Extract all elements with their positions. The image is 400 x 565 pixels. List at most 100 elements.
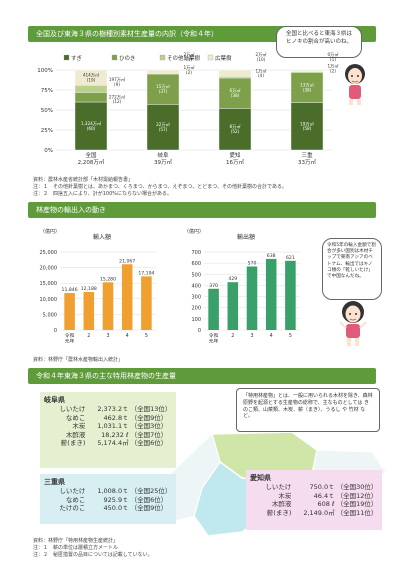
aichi-row: しいたけ 750.0ｔ （全国30位） (265, 483, 378, 491)
section2-note: 資料：林野庁「農林水産物輸出入統計」 (33, 357, 124, 363)
note-source-3: 資料：林野庁「特用林産物生産統計」 (33, 538, 119, 544)
category-label: 2 (87, 333, 90, 339)
gifu-row: 薪(まき) 5,174.4㎥ （全国6位） (60, 439, 168, 447)
data-label: 621 (286, 255, 295, 261)
data-label: 197万㎥ (9) (109, 76, 125, 87)
category-label: 岐阜 (157, 151, 169, 159)
character-girl-2 (339, 301, 367, 346)
y-tick-label: 5,000 (43, 312, 57, 318)
unit-label: （億円） (184, 228, 204, 235)
bar-segment (290, 102, 324, 151)
y-tick-label: 10,000 (40, 297, 58, 303)
legend-swatch (159, 54, 166, 61)
bar (227, 282, 239, 330)
y-tick-label: 75% (41, 88, 53, 94)
bar-segment (290, 69, 324, 72)
note-1-2: 注：２ 四捨五入により、計が100%にならない場合がある。 (33, 191, 172, 197)
bar (83, 291, 95, 330)
bar-segment (74, 101, 108, 151)
data-label: 6万㎥ (38) (229, 87, 240, 98)
category-total: 16万㎥ (226, 158, 244, 166)
mie-production-box: 三重県 しいたけ 1,008.0ｔ （全国25位） なめこ 925.9ｔ （全国6位） … (40, 474, 176, 524)
bar (64, 293, 75, 330)
bar-segment (218, 69, 252, 77)
y-tick-label: 25% (41, 128, 53, 134)
bar-segment (218, 108, 252, 151)
legend-label: その他針葉樹 (167, 54, 201, 62)
category-label: 令和元年 (65, 332, 75, 345)
mie-row: しいたけ 1,008.0ｔ （全国25位） (59, 487, 172, 495)
bar-segment (74, 92, 108, 103)
bar-segment (74, 69, 108, 86)
data-label: 1万㎥ (4) (255, 67, 266, 78)
category-label: 5 (289, 333, 292, 339)
legend-swatch (63, 54, 70, 61)
section1-notes: 資料：農林水産省統計部「木材需給報告書」 注：１ その他針葉樹とは、あかまつ、く… (33, 177, 287, 198)
y-tick-label: 500 (191, 272, 201, 278)
data-label: 13万㎥ (38) (300, 82, 314, 93)
data-label: 0万㎥ (1) (327, 52, 338, 62)
section2-speech-bubble: 令和5年の輸入金額で割合が多い国別は木材チップで東南アジアのベトナム、輸出ではキ… (322, 238, 382, 300)
gifu-row: なめこ 462.8ｔ （全国9位） (65, 413, 168, 422)
bar-segment (74, 85, 108, 93)
data-label: 638 (267, 253, 276, 259)
category-total: 39万㎥ (154, 158, 172, 166)
legend-label: 広葉樹 (215, 54, 232, 62)
bar (102, 282, 114, 330)
y-tick-label: 20,000 (40, 266, 58, 272)
bar-segment (146, 69, 180, 74)
data-label: 429 (228, 276, 237, 282)
data-label: 8万㎥ (52) (229, 123, 240, 134)
y-tick-label: 25,000 (40, 250, 58, 256)
bar (265, 258, 277, 330)
bar (121, 264, 133, 330)
character-girl-1 (345, 64, 365, 105)
species-share-chart: すぎ ひのき その他針葉樹 広葉樹 0% 25% 50% 75% 100% 1,324万㎥ (60)… (37, 52, 338, 166)
data-label: 15万㎥ (37) (156, 83, 170, 94)
note-1-1: 注：１ その他針葉樹とは、あかまつ、くろまつ、からまつ、えぞまつ、とどまつ、その… (33, 184, 287, 190)
data-label: 370 (209, 283, 218, 289)
category-label: 3 (106, 333, 109, 339)
data-label: 2万㎥ (4) (183, 52, 194, 62)
category-label: 令和元年 (209, 332, 219, 345)
bar-segment (290, 72, 324, 103)
data-label: 414万㎥ (19) (83, 72, 99, 83)
y-tick-label: 400 (191, 283, 201, 289)
aichi-row: 木酢液 608 ℓ （全国19位） (271, 500, 378, 508)
mie-name: 三重県 (44, 478, 65, 486)
data-label: 11,846 (62, 287, 78, 293)
note-3-1: 注：１ 薪の単位は層積立方メートル (33, 545, 119, 551)
gifu-row: 木酢液 18,232 ℓ （全国7位） (65, 430, 168, 439)
gifu-production-box: 岐阜県 しいたけ 2,373.2ｔ （全国13位） なめこ 462.8ｔ （全国9位） … (40, 392, 176, 468)
chart-title: 輸出額 (237, 233, 255, 241)
bar (208, 288, 219, 330)
category-label: 2 (231, 333, 234, 339)
data-label: 19万㎥ (58) (300, 120, 314, 131)
legend-label: すぎ (71, 54, 83, 62)
legend-label: ひのき (119, 55, 135, 62)
section3-notes: 資料：林野庁「特用林産物生産統計」 注：１ 薪の単位は層積立方メートル 注：２ … (33, 538, 153, 559)
bar (141, 276, 152, 330)
data-label: 570 (248, 260, 257, 266)
data-label: 17,194 (138, 270, 154, 276)
mie-row: たけのこ 450.0ｔ （全国9位） (59, 504, 168, 512)
y-tick-label: 50% (41, 108, 53, 114)
mie-row: なめこ 925.9ｔ （全国6位） (65, 495, 168, 504)
gifu-name: 岐阜県 (44, 396, 65, 404)
data-label: 21,067 (119, 258, 135, 264)
y-tick-label: 300 (191, 295, 201, 301)
category-label: 愛知 (229, 151, 240, 159)
legend-swatch (111, 54, 118, 61)
y-tick-label: 600 (191, 261, 201, 267)
data-label: 2万㎥ (10) (255, 52, 266, 62)
legend-swatch (207, 54, 214, 61)
import-value-chart: （億円） 輸入額 0 5,000 10,000 15,000 20,000 25,000 11,… (40, 228, 156, 345)
data-label: 15,280 (100, 276, 116, 282)
bar-segment (146, 104, 180, 151)
data-label: 22万㎥ (57) (156, 121, 170, 132)
category-total: 2,208万㎥ (78, 158, 105, 166)
aichi-production-box: 愛知県 しいたけ 750.0ｔ （全国30位） 木炭 46.4ｔ （全国12位） 木酢液… (246, 470, 382, 530)
category-label: 5 (145, 333, 148, 339)
section3-title: 令和４年東海３県の主な特用林産物の生産量 (28, 368, 376, 384)
aichi-row: 薪(まき) 2,149.0㎥ （全国11位） (266, 508, 378, 517)
